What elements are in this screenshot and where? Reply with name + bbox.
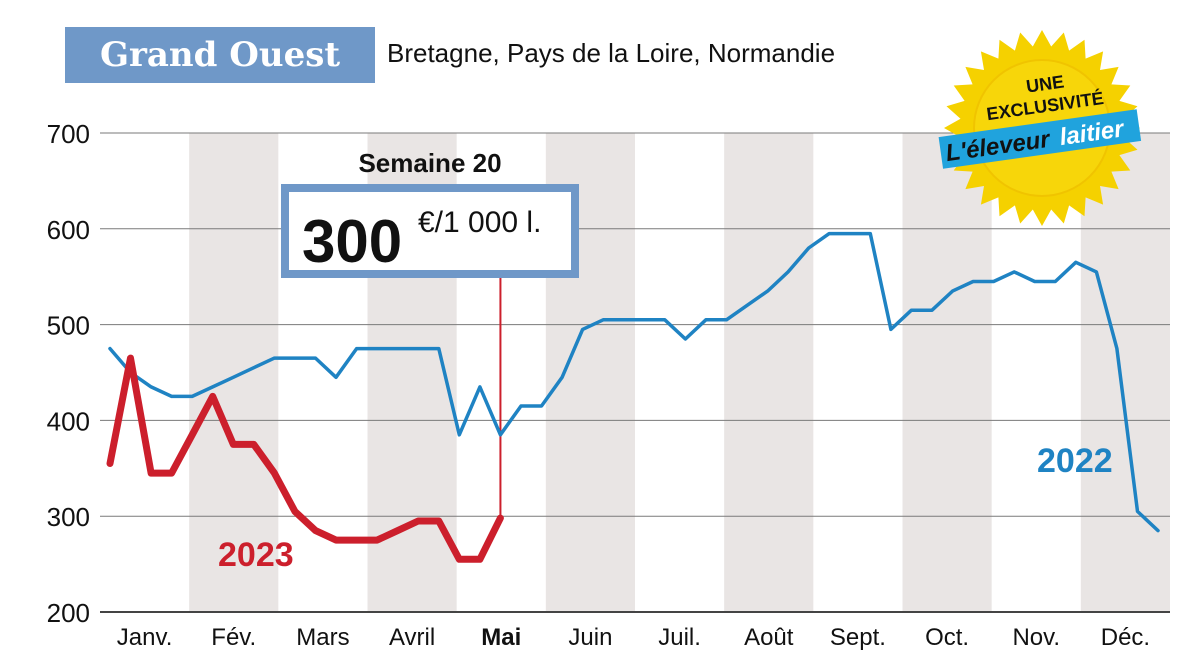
month-label-8: Sept. bbox=[830, 624, 886, 651]
month-label-11: Déc. bbox=[1101, 624, 1150, 651]
month-label-4: Mai bbox=[481, 624, 521, 651]
month-label-10: Nov. bbox=[1012, 624, 1060, 651]
month-band-7 bbox=[724, 133, 814, 612]
series-label-2022: 2022 bbox=[1037, 442, 1113, 480]
month-band-9 bbox=[902, 133, 992, 612]
y-tick-600: 600 bbox=[47, 215, 90, 245]
series-line-2023 bbox=[106, 354, 504, 563]
month-band-1 bbox=[189, 133, 279, 612]
y-tick-200: 200 bbox=[47, 598, 90, 628]
chart-subtitle: Bretagne, Pays de la Loire, Normandie bbox=[387, 38, 836, 68]
month-label-9: Oct. bbox=[925, 624, 969, 651]
month-label-5: Juin bbox=[568, 624, 612, 651]
callout-week-label: Semaine 20 bbox=[358, 148, 501, 178]
callout-box bbox=[281, 184, 579, 278]
month-label-0: Janv. bbox=[117, 624, 173, 651]
month-labels: Janv. Fév. Mars Avril Mai Juin Juil. Août Sept. O… bbox=[117, 624, 1150, 651]
month-label-6: Juil. bbox=[658, 624, 701, 651]
series-line-2022 bbox=[108, 231, 1160, 533]
callout-value: 300 bbox=[302, 208, 402, 275]
month-band-11 bbox=[1080, 133, 1170, 612]
month-label-2: Mars bbox=[296, 624, 349, 651]
badge-brand-bar bbox=[938, 109, 1142, 169]
y-tick-300: 300 bbox=[47, 502, 90, 532]
month-label-3: Avril bbox=[389, 624, 435, 651]
month-bands bbox=[189, 133, 1170, 612]
month-label-7: Août bbox=[744, 624, 794, 651]
exclusive-badge: UNE EXCLUSIVITÉ L'éleveur laitier bbox=[938, 30, 1142, 226]
chart-title: Grand Ouest bbox=[99, 35, 341, 75]
callout-unit: €/1 000 l. bbox=[418, 206, 541, 239]
series-label-2023: 2023 bbox=[218, 536, 294, 574]
month-label-1: Fév. bbox=[211, 624, 256, 651]
y-tick-500: 500 bbox=[47, 311, 90, 341]
y-tick-700: 700 bbox=[47, 119, 90, 149]
grid-lines bbox=[100, 132, 1170, 613]
y-tick-400: 400 bbox=[47, 406, 90, 436]
y-tick-labels: 200 300 400 500 600 700 bbox=[47, 119, 90, 628]
title-box: Grand Ouest bbox=[65, 27, 375, 83]
